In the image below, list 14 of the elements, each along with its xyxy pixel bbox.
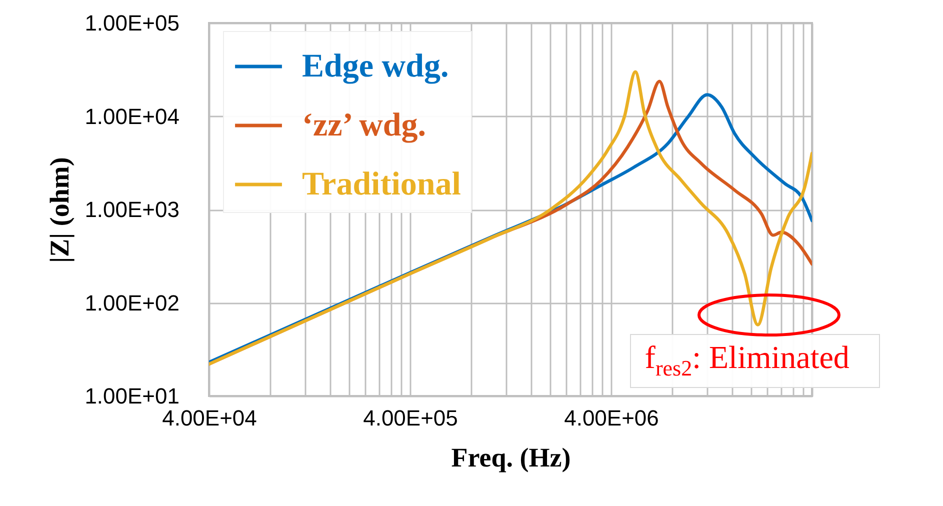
x-tick-label: 4.00E+05 — [363, 406, 458, 430]
y-tick-label: 1.00E+02 — [84, 290, 180, 316]
legend-label: Edge wdg. — [302, 48, 449, 84]
y-tick-label: 1.00E+05 — [84, 10, 180, 36]
y-tick-label: 1.00E+03 — [84, 197, 180, 222]
legend-label: Traditional — [302, 166, 461, 202]
legend-label: ‘zz’ wdg. — [302, 108, 426, 144]
x-tick-label: 4.00E+06 — [564, 406, 659, 430]
x-tick-label: 4.00E+04 — [162, 406, 257, 430]
x-axis-title: Freq. (Hz) — [451, 442, 571, 472]
y-tick-label: 1.00E+01 — [84, 384, 180, 408]
y-tick-label: 1.00E+04 — [84, 104, 180, 129]
y-axis-title: |Z| (ohm) — [44, 157, 75, 263]
annotation: f$_{res2}$: Eliminated — [630, 334, 880, 388]
